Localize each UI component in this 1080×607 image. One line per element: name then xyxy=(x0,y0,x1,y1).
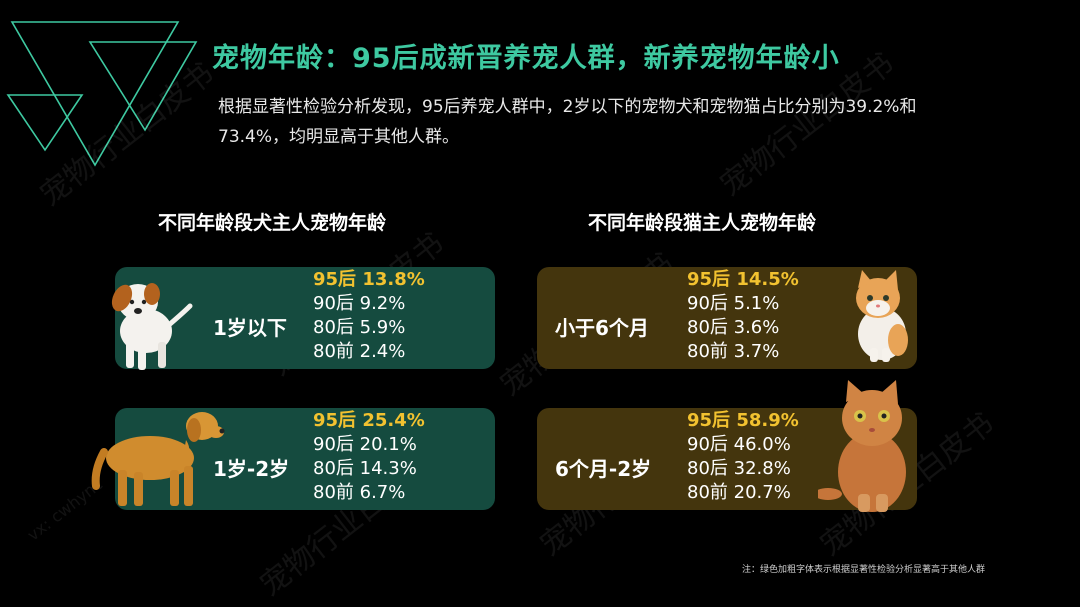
triangle-decoration xyxy=(6,21,198,167)
card-label: 1岁-2岁 xyxy=(213,457,290,481)
footnote: 注：绿色加粗字体表示根据显著性检验分析显著高于其他人群 xyxy=(742,565,986,575)
stat-pre80: 80前 2.4% xyxy=(313,341,406,362)
stat-pre80: 80前 20.7% xyxy=(687,482,791,503)
card-label: 6个月-2岁 xyxy=(555,457,652,481)
stat-95: 95后 58.9% xyxy=(687,410,799,431)
page-title: 宠物年龄：95后成新晋养宠人群，新养宠物年龄小 xyxy=(212,43,840,74)
dog-section-title: 不同年龄段犬主人宠物年龄 xyxy=(158,212,387,234)
cat-image xyxy=(818,380,906,512)
stat-95: 95后 14.5% xyxy=(687,269,799,290)
stat-80: 80后 5.9% xyxy=(313,317,406,338)
cat-card-under-6m: 小于6个月 95后 14.5% 90后 5.1% 80后 3.6% 80前 3.… xyxy=(537,267,917,369)
stat-90: 90后 9.2% xyxy=(313,293,406,314)
stat-95: 95后 13.8% xyxy=(313,269,425,290)
puppy-image xyxy=(111,283,193,370)
stat-90: 90后 20.1% xyxy=(313,434,417,455)
kitten-image xyxy=(856,270,908,362)
dog-card-1-to-2: 1岁-2岁 95后 25.4% 90后 20.1% 80后 14.3% 80前 … xyxy=(115,408,495,510)
stat-90: 90后 46.0% xyxy=(687,434,791,455)
cat-section-title: 不同年龄段猫主人宠物年龄 xyxy=(588,212,817,234)
dog-card-under-1: 1岁以下 95后 13.8% 90后 9.2% 80后 5.9% 80前 2.4… xyxy=(115,267,495,369)
stat-pre80: 80前 3.7% xyxy=(687,341,780,362)
card-label: 1岁以下 xyxy=(213,316,287,340)
card-label: 小于6个月 xyxy=(555,316,649,340)
description-text: 根据显著性检验分析发现，95后养宠人群中，2岁以下的宠物犬和宠物猫占比分别为39… xyxy=(218,97,917,147)
stat-pre80: 80前 6.7% xyxy=(313,482,406,503)
stat-90: 90后 5.1% xyxy=(687,293,780,314)
stat-80: 80后 32.8% xyxy=(687,458,791,479)
stat-80: 80后 3.6% xyxy=(687,317,780,338)
stat-95: 95后 25.4% xyxy=(313,410,425,431)
stat-80: 80后 14.3% xyxy=(313,458,417,479)
golden-retriever-image xyxy=(91,412,225,506)
